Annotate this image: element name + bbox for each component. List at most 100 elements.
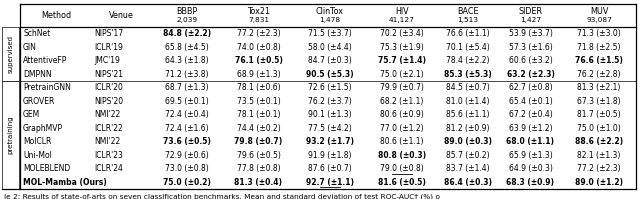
Text: NMI'22: NMI'22 <box>94 137 120 146</box>
Text: 90.5 (±5.3): 90.5 (±5.3) <box>306 70 354 79</box>
Text: 86.4 (±0.3): 86.4 (±0.3) <box>444 178 492 187</box>
Text: 41,127: 41,127 <box>389 17 415 23</box>
Text: Uni-Mol: Uni-Mol <box>23 151 52 160</box>
Text: 84.7 (±0.3): 84.7 (±0.3) <box>308 56 352 65</box>
Text: NIPS'20: NIPS'20 <box>94 97 123 106</box>
Text: NMI'22: NMI'22 <box>94 110 120 119</box>
Text: 72.6 (±1.5): 72.6 (±1.5) <box>308 83 352 92</box>
Text: 75.7 (±1.4): 75.7 (±1.4) <box>378 56 426 65</box>
Text: 67.3 (±1.8): 67.3 (±1.8) <box>577 97 621 106</box>
Text: Tox21: Tox21 <box>247 7 270 16</box>
Text: GIN: GIN <box>23 43 37 52</box>
Text: le 2: Results of state-of-arts on seven classification benchmarks. Mean and stan: le 2: Results of state-of-arts on seven … <box>4 194 440 199</box>
Text: 76.2 (±3.7): 76.2 (±3.7) <box>308 97 352 106</box>
Text: ICLR'24: ICLR'24 <box>94 164 123 173</box>
Text: GEM: GEM <box>23 110 40 119</box>
Text: 89.0 (±1.2): 89.0 (±1.2) <box>575 178 623 187</box>
Text: 77.8 (±0.8): 77.8 (±0.8) <box>237 164 280 173</box>
Text: pretraining: pretraining <box>8 116 13 154</box>
Text: 79.0 (±0.8): 79.0 (±0.8) <box>380 164 424 173</box>
Text: 67.2 (±0.4): 67.2 (±0.4) <box>509 110 552 119</box>
Text: 84.8 (±2.2): 84.8 (±2.2) <box>163 29 211 38</box>
Text: 77.2 (±2.3): 77.2 (±2.3) <box>577 164 621 173</box>
Text: 80.6 (±1.1): 80.6 (±1.1) <box>380 137 424 146</box>
Text: 68.9 (±1.3): 68.9 (±1.3) <box>237 70 280 79</box>
Text: 73.0 (±0.8): 73.0 (±0.8) <box>165 164 209 173</box>
Bar <box>2 27 19 81</box>
Text: 81.0 (±1.4): 81.0 (±1.4) <box>446 97 490 106</box>
Text: 88.6 (±2.2): 88.6 (±2.2) <box>575 137 623 146</box>
Text: 91.9 (±1.8): 91.9 (±1.8) <box>308 151 352 160</box>
Text: 75.0 (±1.0): 75.0 (±1.0) <box>577 124 621 133</box>
Text: 77.2 (±2.3): 77.2 (±2.3) <box>237 29 280 38</box>
Text: 76.6 (±1.1): 76.6 (±1.1) <box>446 29 490 38</box>
Text: ICLR'22: ICLR'22 <box>94 124 123 133</box>
Text: 78.4 (±2.2): 78.4 (±2.2) <box>446 56 490 65</box>
Text: 85.3 (±5.3): 85.3 (±5.3) <box>444 70 492 79</box>
Text: 90.1 (±1.3): 90.1 (±1.3) <box>308 110 352 119</box>
Text: ICLR'20: ICLR'20 <box>94 83 123 92</box>
Text: 63.2 (±2.3): 63.2 (±2.3) <box>507 70 554 79</box>
Text: 65.4 (±0.1): 65.4 (±0.1) <box>509 97 552 106</box>
Text: 81.6 (±0.5): 81.6 (±0.5) <box>378 178 426 187</box>
Text: MUV: MUV <box>590 7 608 16</box>
Text: 60.6 (±3.2): 60.6 (±3.2) <box>509 56 552 65</box>
Text: MOLEBLEND: MOLEBLEND <box>23 164 70 173</box>
Text: 53.9 (±3.7): 53.9 (±3.7) <box>509 29 552 38</box>
Text: 64.9 (±0.3): 64.9 (±0.3) <box>509 164 552 173</box>
Text: 72.4 (±0.4): 72.4 (±0.4) <box>165 110 209 119</box>
Text: 85.6 (±1.1): 85.6 (±1.1) <box>446 110 490 119</box>
Text: 73.6 (±0.5): 73.6 (±0.5) <box>163 137 211 146</box>
Bar <box>2 81 19 189</box>
Text: 74.4 (±0.2): 74.4 (±0.2) <box>237 124 280 133</box>
Text: AttentiveFP: AttentiveFP <box>23 56 67 65</box>
Text: 81.7 (±0.5): 81.7 (±0.5) <box>577 110 621 119</box>
Text: ICLR'19: ICLR'19 <box>94 43 123 52</box>
Text: 71.2 (±3.8): 71.2 (±3.8) <box>165 70 209 79</box>
Text: 57.3 (±1.6): 57.3 (±1.6) <box>509 43 552 52</box>
Text: 79.9 (±0.7): 79.9 (±0.7) <box>380 83 424 92</box>
Text: NIPS'17: NIPS'17 <box>94 29 123 38</box>
Text: GROVER: GROVER <box>23 97 56 106</box>
Text: BBBP: BBBP <box>177 7 198 16</box>
Text: 87.6 (±0.7): 87.6 (±0.7) <box>308 164 352 173</box>
Text: 65.9 (±1.3): 65.9 (±1.3) <box>509 151 552 160</box>
Text: 76.2 (±2.8): 76.2 (±2.8) <box>577 70 621 79</box>
Text: 75.0 (±0.2): 75.0 (±0.2) <box>163 178 211 187</box>
Text: MolCLR: MolCLR <box>23 137 51 146</box>
Text: MOL-Mamba (Ours): MOL-Mamba (Ours) <box>23 178 107 187</box>
Text: 68.0 (±1.1): 68.0 (±1.1) <box>506 137 554 146</box>
Text: 71.5 (±3.7): 71.5 (±3.7) <box>308 29 352 38</box>
Text: 81.3 (±0.4): 81.3 (±0.4) <box>234 178 282 187</box>
Text: 1,427: 1,427 <box>520 17 541 23</box>
Text: 92.7 (±1.1): 92.7 (±1.1) <box>306 178 354 187</box>
Text: Venue: Venue <box>109 11 133 20</box>
Text: 63.9 (±1.2): 63.9 (±1.2) <box>509 124 552 133</box>
Text: 79.6 (±0.5): 79.6 (±0.5) <box>237 151 280 160</box>
Text: 70.2 (±3.4): 70.2 (±3.4) <box>380 29 424 38</box>
Text: DMPNN: DMPNN <box>23 70 52 79</box>
Text: 62.7 (±0.8): 62.7 (±0.8) <box>509 83 552 92</box>
Text: 85.7 (±0.2): 85.7 (±0.2) <box>446 151 490 160</box>
Text: NIPS'21: NIPS'21 <box>94 70 123 79</box>
Text: 73.5 (±0.1): 73.5 (±0.1) <box>237 97 280 106</box>
Text: 68.2 (±1.1): 68.2 (±1.1) <box>380 97 424 106</box>
Text: 83.7 (±1.4): 83.7 (±1.4) <box>446 164 490 173</box>
Text: ClinTox: ClinTox <box>316 7 344 16</box>
Text: 82.1 (±1.3): 82.1 (±1.3) <box>577 151 621 160</box>
Text: 78.1 (±0.6): 78.1 (±0.6) <box>237 83 280 92</box>
Text: 72.4 (±1.6): 72.4 (±1.6) <box>165 124 209 133</box>
Text: 78.1 (±0.1): 78.1 (±0.1) <box>237 110 280 119</box>
Text: 75.0 (±2.1): 75.0 (±2.1) <box>380 70 424 79</box>
Text: 75.3 (±1.9): 75.3 (±1.9) <box>380 43 424 52</box>
Text: supervised: supervised <box>8 35 13 73</box>
Text: 7,831: 7,831 <box>248 17 269 23</box>
Text: 68.7 (±1.3): 68.7 (±1.3) <box>165 83 209 92</box>
Text: 93,087: 93,087 <box>586 17 612 23</box>
Text: BACE: BACE <box>457 7 479 16</box>
Text: 64.3 (±1.8): 64.3 (±1.8) <box>165 56 209 65</box>
Text: 84.5 (±0.7): 84.5 (±0.7) <box>446 83 490 92</box>
Text: PretrainGNN: PretrainGNN <box>23 83 71 92</box>
Text: 80.8 (±0.3): 80.8 (±0.3) <box>378 151 426 160</box>
Text: HIV: HIV <box>395 7 409 16</box>
